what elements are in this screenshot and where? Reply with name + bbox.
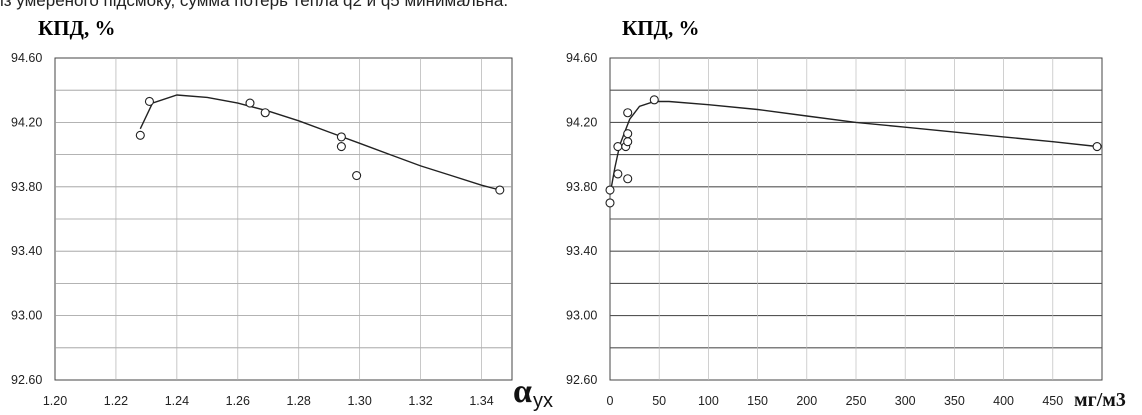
right-data-point — [605, 198, 615, 208]
right-data-point — [605, 185, 615, 195]
left-x-tick-label: 1.22 — [104, 394, 128, 408]
left-data-point — [336, 142, 346, 152]
right-trend-line — [609, 100, 1098, 195]
left-y-tick-label: 93.80 — [11, 180, 42, 194]
left-x-tick-label: 1.26 — [226, 394, 250, 408]
right-y-tick-label: 93.80 — [566, 180, 597, 194]
right-x-tick-label: 300 — [895, 394, 916, 408]
left-y-title: КПД, % — [38, 16, 116, 40]
right-y-tick-label: 93.00 — [566, 309, 597, 323]
left-data-point — [352, 170, 362, 181]
right-y-title: КПД, % — [622, 16, 700, 40]
right-x-tick-label: 350 — [944, 394, 965, 408]
right-data-point — [613, 142, 623, 152]
right-y-tick-label: 94.20 — [566, 115, 597, 129]
right-data-point — [623, 108, 633, 118]
caption-fragment: із умереного підсмоку, сумма потерь тепл… — [0, 0, 509, 10]
efficiency-vs-concentration-chart: КПД, % 94.60 94.20 93.80 93.40 93.00 92.60 0 5… — [566, 16, 1126, 411]
left-trend-line — [139, 94, 500, 191]
left-data-point — [135, 130, 145, 140]
right-data-point — [613, 169, 623, 179]
right-x-tick-label: 150 — [747, 394, 768, 408]
left-y-tick-label: 93.40 — [11, 244, 42, 258]
left-x-tick-label: 1.24 — [165, 394, 189, 408]
left-y-tick-label: 93.00 — [11, 309, 42, 323]
left-y-tick-label: 92.60 — [11, 373, 42, 387]
right-x-tick-label: 200 — [796, 394, 817, 408]
right-data-point — [1092, 142, 1102, 152]
left-y-tick-label: 94.20 — [11, 115, 42, 129]
left-x-tick-label: 1.32 — [408, 394, 432, 408]
right-y-tick-label: 93.40 — [566, 244, 597, 258]
left-y-tick-label: 94.60 — [11, 51, 42, 65]
left-data-point — [336, 132, 346, 142]
right-x-tick-label: 450 — [1042, 394, 1063, 408]
left-x-tick-label: 1.30 — [347, 394, 371, 408]
right-x-tick-label: 250 — [846, 394, 867, 408]
right-x-tick-label: 0 — [607, 394, 614, 408]
right-x-title: мг/м3 — [1074, 389, 1126, 411]
left-data-point — [495, 185, 505, 195]
right-data-point — [623, 137, 633, 147]
left-x-tick-label: 1.34 — [469, 394, 493, 408]
right-data-point — [623, 174, 633, 184]
left-data-point — [245, 98, 255, 108]
left-x-title-main: α — [513, 373, 532, 410]
efficiency-vs-excess-air-chart: КПД, % 94.60 94.20 93.80 93.40 93.00 92.60 1.… — [11, 16, 553, 412]
right-x-tick-label: 400 — [993, 394, 1014, 408]
right-x-tick-label: 100 — [698, 394, 719, 408]
right-data-point — [623, 129, 633, 139]
right-y-tick-label: 92.60 — [566, 373, 597, 387]
left-x-title-sub: ух — [533, 390, 553, 412]
left-data-point — [144, 96, 154, 107]
left-x-tick-label: 1.20 — [43, 394, 67, 408]
right-y-tick-label: 94.60 — [566, 51, 597, 65]
right-data-point — [649, 95, 659, 105]
left-x-tick-label: 1.28 — [287, 394, 311, 408]
left-data-point — [260, 108, 270, 118]
right-x-tick-label: 50 — [652, 394, 666, 408]
